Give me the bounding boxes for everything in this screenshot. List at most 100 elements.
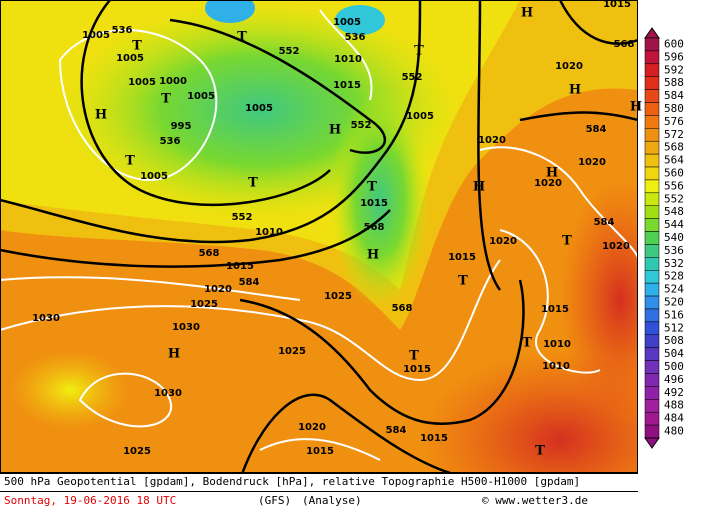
field bbox=[330, 90, 430, 310]
contour-label: 1015 bbox=[420, 433, 448, 444]
legend-swatch bbox=[644, 166, 660, 181]
legend-swatch bbox=[644, 373, 660, 387]
field bbox=[205, 0, 255, 23]
legend-swatch bbox=[644, 76, 660, 90]
contour-label: 1010 bbox=[543, 339, 571, 350]
map-frame bbox=[0, 0, 638, 473]
legend-swatch bbox=[644, 179, 660, 194]
contour-label: 1005 bbox=[128, 77, 156, 88]
legend-swatch bbox=[644, 231, 660, 245]
legend-label: 504 bbox=[664, 347, 684, 360]
legend-swatch bbox=[644, 102, 660, 116]
legend-swatch bbox=[644, 153, 660, 168]
legend-label: 588 bbox=[664, 76, 684, 89]
pressure-center: H bbox=[473, 180, 485, 195]
legend-swatch bbox=[644, 360, 660, 374]
contour-label: 1020 bbox=[298, 422, 326, 433]
contour-label: 1010 bbox=[334, 54, 362, 65]
contour-label: 1030 bbox=[172, 322, 200, 333]
contour-label: 1030 bbox=[154, 388, 182, 399]
legend-label: 496 bbox=[664, 373, 684, 386]
contour-label: 1010 bbox=[542, 361, 570, 372]
legend-swatch bbox=[644, 218, 660, 232]
legend-label: 548 bbox=[664, 205, 684, 218]
contour-label: 1015 bbox=[360, 198, 388, 209]
contour-label: 1025 bbox=[123, 446, 151, 457]
field bbox=[10, 350, 130, 430]
legend-swatch bbox=[644, 386, 660, 400]
geopotential-lines bbox=[0, 0, 638, 473]
contour-label: 568 bbox=[614, 39, 635, 50]
contour-label: 536 bbox=[160, 136, 181, 147]
legend-label: 576 bbox=[664, 115, 684, 128]
legend-swatch bbox=[644, 140, 660, 155]
pressure-center: H bbox=[569, 83, 581, 98]
legend-swatch bbox=[644, 295, 660, 310]
legend-label: 584 bbox=[664, 89, 684, 102]
footer-model: (GFS) bbox=[258, 494, 291, 507]
contour-label: 1025 bbox=[190, 299, 218, 310]
legend-swatch bbox=[644, 115, 660, 129]
contour-label: 1005 bbox=[333, 17, 361, 28]
contour-label: 1015 bbox=[403, 364, 431, 375]
pressure-center: T bbox=[132, 39, 142, 54]
legend-label: 540 bbox=[664, 231, 684, 244]
pressure-center: T bbox=[522, 336, 532, 351]
contour-label: 995 bbox=[171, 121, 192, 132]
pressure-center: T bbox=[409, 349, 419, 364]
legend-label: 552 bbox=[664, 192, 684, 205]
legend-swatch bbox=[644, 411, 660, 426]
legend-label: 512 bbox=[664, 321, 684, 334]
contour-label: 584 bbox=[386, 425, 407, 436]
contour-label: 1005 bbox=[245, 103, 273, 114]
pressure-center: T bbox=[161, 92, 171, 107]
footer-credit: © www.wetter3.de bbox=[482, 494, 588, 507]
legend-label: 572 bbox=[664, 128, 684, 141]
contour-label: 1025 bbox=[278, 346, 306, 357]
contour-label: 1030 bbox=[32, 313, 60, 324]
contour-label: 552 bbox=[232, 212, 253, 223]
legend-swatch bbox=[644, 321, 660, 336]
legend-swatch bbox=[644, 89, 660, 103]
contour-label: 1020 bbox=[555, 61, 583, 72]
legend-label: 544 bbox=[664, 218, 684, 231]
legend-label: 500 bbox=[664, 360, 684, 373]
contour-label: 1020 bbox=[204, 284, 232, 295]
contour-label: 1005 bbox=[187, 91, 215, 102]
legend-swatch bbox=[644, 347, 660, 361]
contour-label: 584 bbox=[239, 277, 260, 288]
legend-label: 488 bbox=[664, 399, 684, 412]
legend-swatch bbox=[644, 128, 660, 142]
contour-label: 1020 bbox=[489, 236, 517, 247]
legend-label: 508 bbox=[664, 334, 684, 347]
legend-swatch bbox=[644, 244, 660, 258]
legend-swatch bbox=[644, 192, 660, 206]
legend-label: 600 bbox=[664, 37, 684, 50]
legend-label: 516 bbox=[664, 308, 684, 321]
footer-date: Sonntag, 19-06-2016 18 UTC bbox=[4, 494, 176, 507]
legend-swatch bbox=[644, 205, 660, 219]
contour-label: 1005 bbox=[82, 30, 110, 41]
contour-label: 568 bbox=[392, 303, 413, 314]
contour-label: 584 bbox=[586, 124, 607, 135]
legend-label: 580 bbox=[664, 102, 684, 115]
legend-label: 532 bbox=[664, 257, 684, 270]
contour-label: 1025 bbox=[324, 291, 352, 302]
pressure-center: T bbox=[458, 274, 468, 289]
legend-swatch bbox=[644, 63, 660, 77]
contour-label: 1005 bbox=[116, 53, 144, 64]
legend-label: 536 bbox=[664, 244, 684, 257]
contour-label: 552 bbox=[279, 46, 300, 57]
legend-swatch bbox=[644, 424, 660, 439]
legend-arrow bbox=[644, 437, 660, 449]
legend-label: 592 bbox=[664, 63, 684, 76]
legend-label: 484 bbox=[664, 412, 684, 425]
legend-label: 480 bbox=[664, 425, 684, 438]
contour-label: 1010 bbox=[255, 227, 283, 238]
contour-label: 1020 bbox=[578, 157, 606, 168]
legend-label: 560 bbox=[664, 166, 684, 179]
pressure-center: T bbox=[535, 444, 545, 459]
contour-label: 552 bbox=[351, 120, 372, 131]
contour-label: 584 bbox=[594, 217, 615, 228]
contour-label: 552 bbox=[402, 72, 423, 83]
